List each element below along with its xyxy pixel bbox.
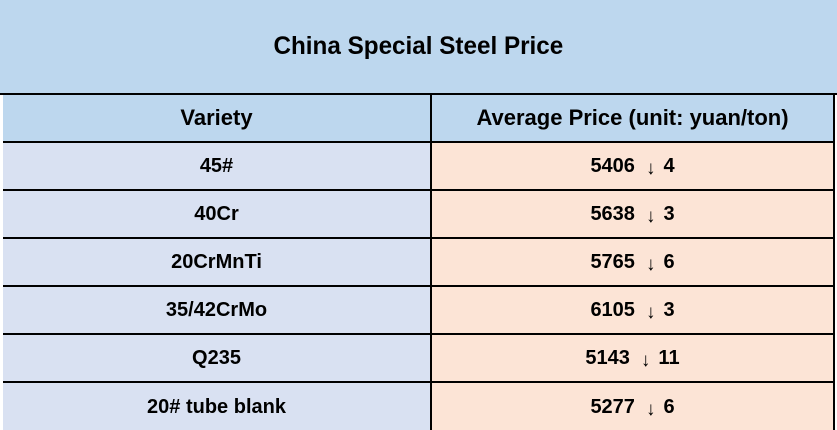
price-change: 3 bbox=[663, 202, 675, 225]
price-cell: 5638 ↓ 3 bbox=[430, 191, 833, 237]
price-change: 4 bbox=[663, 154, 675, 177]
table-row: 40Cr 5638 ↓ 3 bbox=[3, 191, 833, 239]
down-arrow-icon: ↓ bbox=[645, 399, 656, 420]
price-change: 3 bbox=[663, 298, 675, 321]
price-table: Variety Average Price (unit: yuan/ton) 4… bbox=[3, 95, 835, 430]
price-cell: 5765 ↓ 6 bbox=[430, 239, 833, 285]
price-value: 5406 bbox=[590, 154, 635, 177]
variety-cell: Q235 bbox=[3, 335, 430, 381]
price-value: 5638 bbox=[590, 202, 635, 225]
table-row: 20# tube blank 5277 ↓ 6 bbox=[3, 383, 833, 430]
down-arrow-icon: ↓ bbox=[645, 158, 656, 179]
price-value: 5143 bbox=[585, 346, 630, 369]
price-cell: 5277 ↓ 6 bbox=[430, 383, 833, 430]
title-bar: China Special Steel Price bbox=[0, 0, 837, 95]
price-cell: 6105 ↓ 3 bbox=[430, 287, 833, 333]
header-variety: Variety bbox=[3, 95, 430, 141]
header-average-price: Average Price (unit: yuan/ton) bbox=[430, 95, 833, 141]
table-row: 35/42CrMo 6105 ↓ 3 bbox=[3, 287, 833, 335]
variety-cell: 45# bbox=[3, 143, 430, 189]
price-value: 5765 bbox=[590, 250, 635, 273]
price-change: 6 bbox=[663, 250, 675, 273]
page-title: China Special Steel Price bbox=[273, 32, 564, 60]
down-arrow-icon: ↓ bbox=[645, 302, 656, 323]
price-change: 11 bbox=[658, 346, 680, 369]
price-change: 6 bbox=[663, 395, 675, 418]
variety-cell: 20# tube blank bbox=[3, 383, 430, 430]
price-cell: 5406 ↓ 4 bbox=[430, 143, 833, 189]
down-arrow-icon: ↓ bbox=[640, 350, 651, 371]
price-value: 5277 bbox=[590, 395, 635, 418]
price-cell: 5143 ↓ 11 bbox=[430, 335, 833, 381]
table-row: 20CrMnTi 5765 ↓ 6 bbox=[3, 239, 833, 287]
table-row: Q235 5143 ↓ 11 bbox=[3, 335, 833, 383]
down-arrow-icon: ↓ bbox=[645, 254, 656, 275]
table-row: 45# 5406 ↓ 4 bbox=[3, 143, 833, 191]
variety-cell: 20CrMnTi bbox=[3, 239, 430, 285]
down-arrow-icon: ↓ bbox=[645, 206, 656, 227]
variety-cell: 35/42CrMo bbox=[3, 287, 430, 333]
variety-cell: 40Cr bbox=[3, 191, 430, 237]
price-value: 6105 bbox=[590, 298, 635, 321]
table-header-row: Variety Average Price (unit: yuan/ton) bbox=[3, 95, 833, 143]
